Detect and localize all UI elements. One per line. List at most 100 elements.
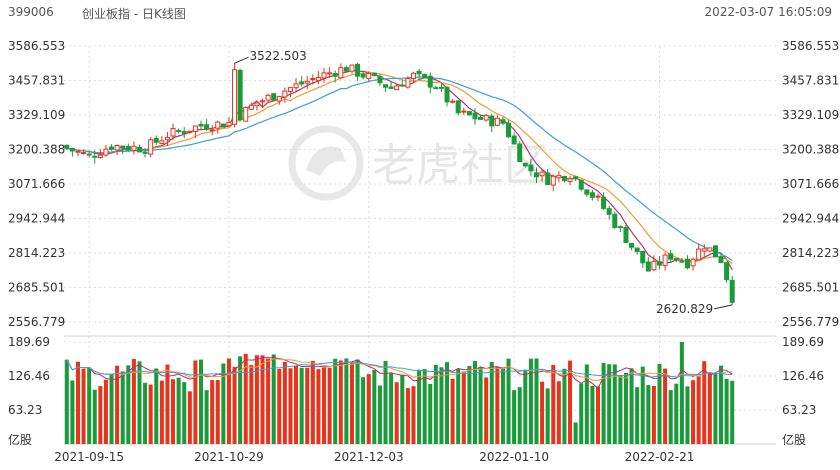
candle: [489, 113, 495, 133]
candle: [75, 149, 81, 157]
candle-body: [422, 73, 428, 78]
candle-body: [176, 130, 182, 133]
volume-bar: [623, 372, 628, 444]
candle-body: [461, 110, 467, 113]
volume-bar: [165, 364, 170, 444]
candle-body: [321, 72, 327, 79]
volume-ma20-line: [66, 359, 733, 378]
volume-bar: [75, 361, 80, 444]
candle-body: [522, 162, 528, 167]
candle: [92, 150, 98, 164]
y-tick-right: 2556.779: [782, 315, 839, 329]
y-tick-left: 2942.944: [8, 212, 65, 226]
candle-body: [220, 123, 226, 128]
volume-bar: [551, 364, 556, 444]
y-tick-right: 3329.109: [782, 108, 839, 122]
volume-bar: [288, 368, 293, 444]
candle-body: [500, 119, 506, 124]
volume-bar: [115, 365, 120, 444]
candle-body: [371, 72, 377, 76]
candle: [668, 250, 674, 263]
candle-body: [617, 226, 623, 229]
candle: [679, 257, 685, 263]
candle: [159, 136, 165, 145]
candle: [293, 78, 299, 93]
candle-body: [399, 84, 405, 87]
volume-bar: [98, 386, 103, 444]
candle: [500, 116, 506, 126]
candle-body: [86, 153, 92, 156]
y-tick-right: 3457.831: [782, 74, 839, 88]
candle: [539, 168, 545, 182]
candle: [187, 130, 193, 134]
candle: [724, 262, 730, 283]
candle-body: [327, 72, 333, 75]
candle: [399, 79, 405, 87]
volume-bar: [120, 371, 125, 444]
candle-body: [701, 248, 707, 252]
volume-tick-left: 189.69: [8, 335, 50, 349]
candle: [81, 149, 87, 155]
volume-bar: [64, 359, 69, 444]
candle: [360, 70, 366, 80]
candle: [237, 68, 243, 122]
candle-body: [444, 86, 450, 103]
candle: [522, 162, 528, 168]
volume-bar: [137, 361, 142, 444]
candle-body: [668, 253, 674, 260]
candle: [332, 70, 338, 83]
volume-bar: [635, 387, 640, 444]
candle: [645, 257, 651, 272]
volume-bar: [663, 368, 668, 444]
volume-bar: [126, 365, 131, 444]
x-axis-labels: 2021-09-15 2021-10-29 2021-12-03 2022-01-10…: [54, 450, 694, 464]
volume-tick-left: 126.46: [8, 369, 50, 383]
volume-tick-right: 189.69: [782, 335, 824, 349]
volume-bar: [445, 362, 450, 444]
candle: [601, 192, 607, 211]
volume-bar: [730, 380, 735, 444]
candle: [215, 120, 221, 134]
volume-bars: [64, 342, 735, 444]
y-tick-right: 3586.553: [782, 39, 839, 53]
candle: [690, 257, 696, 271]
candle: [282, 87, 288, 103]
candle-body: [69, 147, 75, 152]
candle: [120, 145, 126, 155]
candle-body: [651, 260, 657, 271]
ma10-line: [66, 72, 733, 265]
y-tick-left: 2685.501: [8, 281, 65, 295]
volume-bar: [417, 369, 422, 444]
candle: [327, 67, 333, 78]
candle-body: [640, 250, 646, 264]
x-tick-label: 2022-01-10: [479, 450, 549, 464]
volume-bar: [394, 382, 399, 444]
volume-bar: [651, 385, 656, 444]
candle: [651, 255, 657, 272]
volume-bar: [484, 377, 489, 444]
volume-bar: [143, 382, 148, 444]
volume-bar: [92, 389, 97, 444]
candle-body: [455, 100, 461, 114]
candle: [349, 64, 355, 74]
volume-bar: [472, 360, 478, 444]
candle-body: [405, 77, 411, 88]
volume-bar: [545, 388, 550, 444]
candle: [567, 175, 573, 186]
candle-body: [416, 70, 422, 75]
candle: [533, 167, 540, 184]
volume-bar: [294, 366, 299, 444]
volume-bar: [568, 360, 573, 444]
candle-body: [584, 189, 590, 195]
candle-body: [483, 114, 489, 121]
candle: [606, 205, 612, 220]
candle-body: [192, 125, 198, 132]
candle: [623, 222, 629, 244]
candle: [86, 150, 92, 158]
volume-bar: [383, 360, 388, 444]
candle: [299, 76, 305, 87]
candle: [220, 123, 226, 128]
volume-bar: [299, 367, 304, 444]
candle-body: [718, 256, 724, 264]
